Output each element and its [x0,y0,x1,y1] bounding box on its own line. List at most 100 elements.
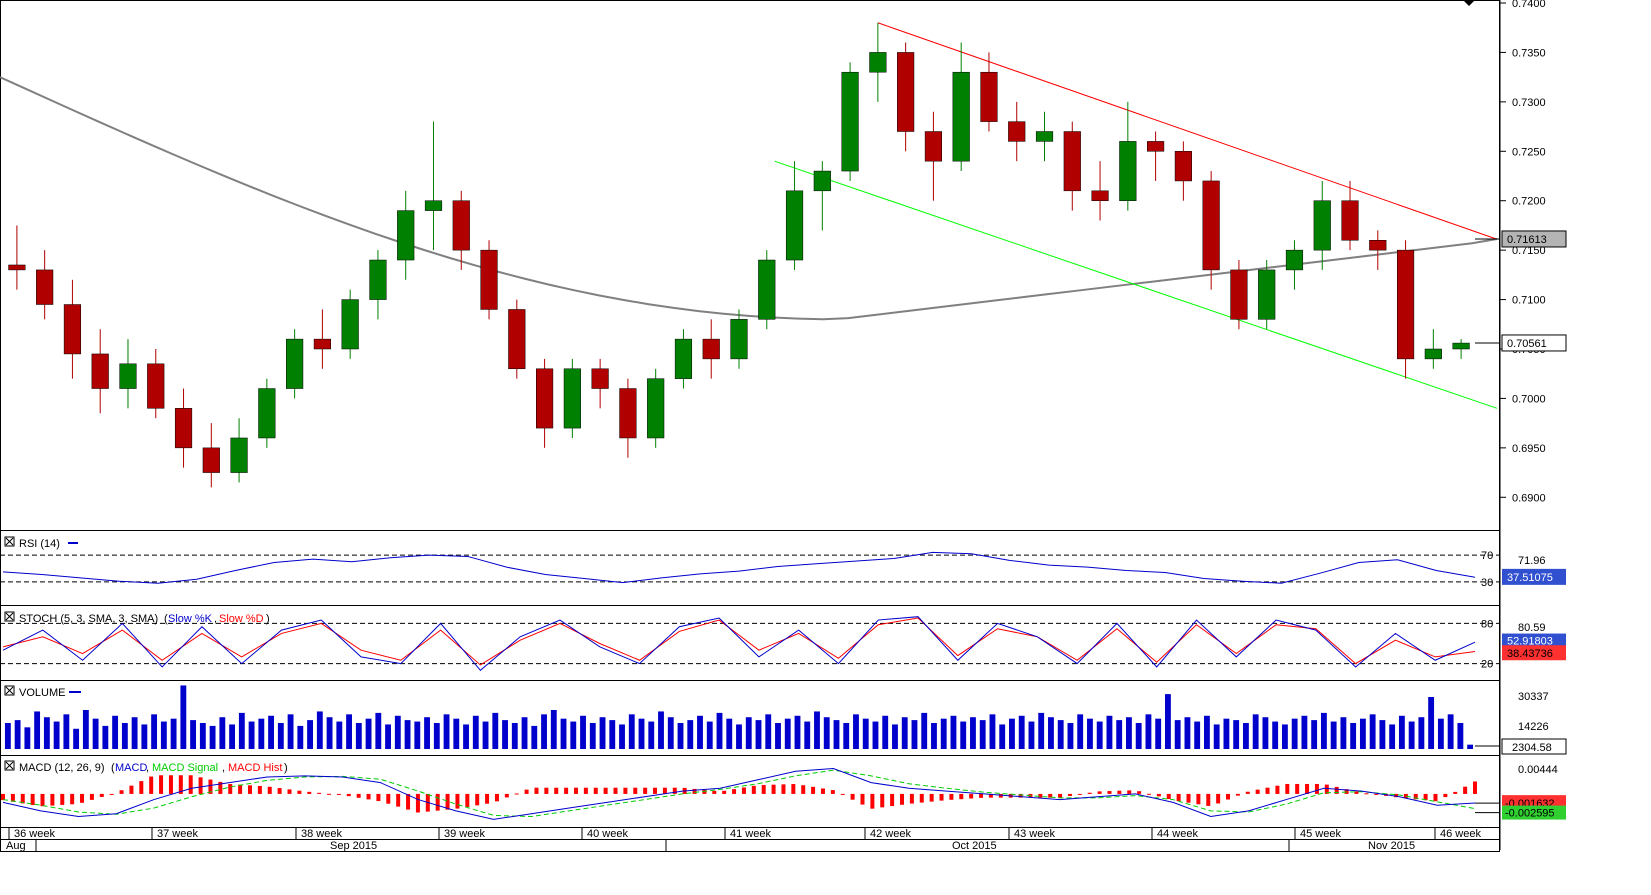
volume-bar [1038,712,1045,749]
macd-hist-bar [168,775,173,794]
candle-body [1313,200,1331,251]
macd-hist-bar [811,786,816,794]
volume-bar [141,724,148,749]
stoch-title[interactable]: STOCH (5, 3, SMA, 3, SMA) ( Slow %K , Sl… [4,611,270,625]
volume-bar [1291,718,1298,749]
scroll-marker-icon[interactable] [1463,0,1475,6]
volume-title[interactable]: VOLUME [4,685,81,699]
volume-bar [1126,717,1132,749]
volume-bar [970,717,976,749]
candle [1230,260,1248,330]
rsi-title[interactable]: RSI (14) [4,536,78,550]
macd-hist-bar [761,785,766,794]
volume-bar [1330,721,1337,749]
candle-body [702,338,720,360]
macd-hist-bar [1176,793,1181,802]
stoch-d-value-box [1502,645,1566,661]
sma-value-label-text: 0.71613 [1507,234,1547,246]
candle-body [1285,249,1304,271]
month-label: Oct 2015 [952,840,997,852]
rsi-value-text: 37.51075 [1507,572,1553,584]
volume-bar [1252,714,1259,749]
volume-bar [482,721,489,749]
last-price-label-box [1501,334,1567,352]
candle-body [869,52,887,73]
macd-hist-bar [1226,793,1231,800]
candle [1147,131,1165,181]
macd-hist-bar [1067,793,1072,796]
candle [702,319,720,379]
macd-hist-bar [1107,791,1112,794]
candle [1313,180,1331,270]
macd-hist-bar [1344,789,1349,794]
volume-bar [979,720,986,749]
trend-channel [774,22,1498,409]
macd-hist-bar [20,793,25,804]
candle [869,22,887,102]
macd-hist-bar [70,793,75,805]
macd-hist-bar [485,793,490,804]
macd-hist-bar [1354,791,1359,794]
macd-hist-bar [801,785,806,794]
macd-hist-bar [1245,791,1250,794]
candle-body [1063,131,1081,192]
volume-bar [1048,717,1054,749]
volume-bar [1116,720,1123,749]
macd-hist-bar [524,789,529,794]
volume-bar [1418,717,1425,749]
volume-bar [1233,720,1240,749]
candle [341,289,359,359]
volume-bar [1389,724,1396,749]
volume-bar [1106,715,1113,749]
candle [674,329,693,389]
volume-bar [14,720,21,749]
volume-bar [385,724,391,749]
volume-bar [843,723,850,749]
macd-hist-bar [1196,793,1201,805]
volume-bar [550,710,557,749]
price-tick-label: 0.7300 [1512,97,1546,109]
candle [1396,240,1415,379]
candles [8,22,1470,488]
macd-hist-bar [60,793,65,805]
candle [1008,101,1026,162]
candle-body [91,353,109,389]
macd-hist-bar [475,793,480,806]
volume-bar [580,715,586,749]
volume-bar [1184,717,1191,749]
candle-body [508,309,526,370]
macd-hist-bar [178,775,183,794]
rsi-label: RSI (14) [19,538,60,550]
macd-hist-bar [643,787,648,794]
volume-bar [1447,714,1454,749]
candle [619,378,637,458]
macd-title[interactable]: MACD (12, 26, 9) ( MACD , MACD Signal , … [4,760,288,774]
volume-bar [1194,721,1201,749]
candle-body [258,388,276,439]
macd-hist-bar [1087,792,1092,794]
price-tick-label: 0.7100 [1512,295,1546,307]
candle [91,329,109,414]
macd-hist-bar [1433,793,1438,802]
candle [1424,329,1442,369]
volume-bar [1242,723,1249,749]
stoch-level-label: 80 [1481,618,1493,630]
candle-body [785,190,804,261]
macd-hist-bar [317,792,322,794]
candle-body [1230,269,1248,320]
candle-body [619,388,637,439]
volume-bar [1028,721,1035,749]
volume-bar [1272,721,1279,749]
volume-bar [375,712,382,749]
stoch-tick-label: 80.59 [1518,622,1546,634]
svg-text:(: ( [164,613,168,625]
candle-body [230,437,248,473]
week-label: 38 week [301,828,342,840]
volume-bar [872,721,879,749]
candle-body [1174,151,1192,182]
stoch-d-line [2,617,1476,666]
candle [480,240,498,320]
volume-bar [1145,714,1152,749]
macd-hist-bar [307,791,312,794]
